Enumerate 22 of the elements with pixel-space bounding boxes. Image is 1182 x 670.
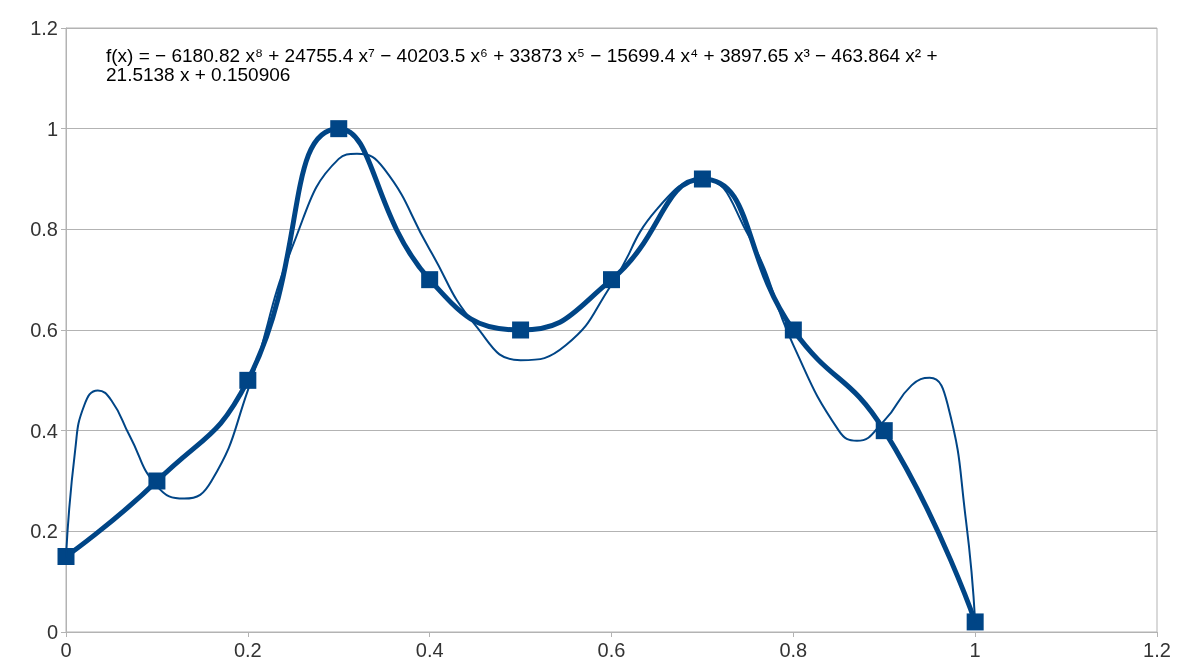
annotation: f(x) = − 6180.82 x⁸ + 24755.4 x⁷ − 40203.5 x⁶ + 33873 x⁵ − 15699.4 x⁴ + 3897.65 x³ − 463.864 x² + 21.5138 x + 0.150906 [106,45,943,85]
point [421,271,439,289]
y-tick-label: 0.2 [30,520,58,543]
y-tick-label: 1 [46,117,58,140]
x-tick-label: 0.8 [779,639,808,661]
point [784,321,802,339]
y-tick-label: 0.8 [30,218,58,241]
x-tick-label: 0.4 [415,639,444,661]
point [57,548,75,565]
y-tick-label: 0 [46,621,58,643]
point [875,422,893,440]
y-tick-label: 0.4 [30,419,58,442]
x-tick-label: 1 [969,639,981,661]
point [512,321,530,339]
y-tick-label: 1.2 [30,17,58,39]
x-tick-label: 0.6 [597,639,626,661]
x-tick-label: 0.2 [233,639,262,661]
x-tick-label: 1.2 [1143,639,1171,661]
x-tick-label: 0 [60,639,72,661]
y-tick-label: 0.6 [30,319,58,341]
point [966,613,984,631]
point [330,120,348,138]
